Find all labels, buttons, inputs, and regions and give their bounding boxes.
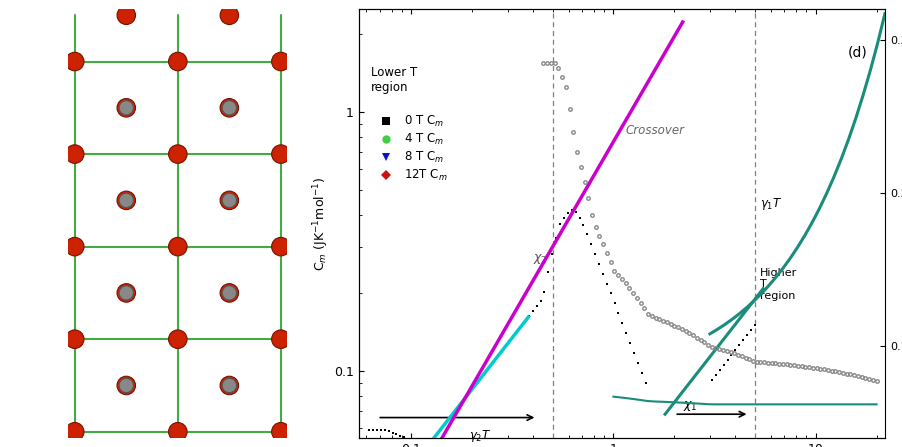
Circle shape [169, 52, 187, 71]
Circle shape [117, 191, 135, 210]
Circle shape [220, 376, 238, 395]
Circle shape [119, 378, 133, 392]
Text: Higher
T
region: Higher T region [759, 268, 796, 301]
Circle shape [272, 52, 290, 71]
Circle shape [220, 6, 238, 25]
Circle shape [220, 191, 238, 210]
Legend: 0 T C$_m$, 4 T C$_m$, 8 T C$_m$, 12T C$_m$: 0 T C$_m$, 4 T C$_m$, 8 T C$_m$, 12T C$_… [370, 109, 452, 188]
Circle shape [169, 422, 187, 441]
Circle shape [222, 286, 236, 300]
Circle shape [272, 145, 290, 163]
Circle shape [272, 422, 290, 441]
Text: $\gamma_2 T$: $\gamma_2 T$ [469, 428, 492, 444]
Circle shape [119, 101, 133, 115]
Y-axis label: C$_m$ (JK$^{-1}$mol$^{-1}$): C$_m$ (JK$^{-1}$mol$^{-1}$) [311, 177, 331, 270]
Circle shape [117, 6, 135, 25]
Circle shape [220, 284, 238, 302]
Circle shape [272, 330, 290, 349]
Text: $\gamma_1 T$: $\gamma_1 T$ [759, 196, 781, 212]
Circle shape [66, 52, 84, 71]
Circle shape [66, 237, 84, 256]
Circle shape [117, 376, 135, 395]
Circle shape [222, 193, 236, 207]
Circle shape [66, 145, 84, 163]
Circle shape [117, 284, 135, 302]
Circle shape [117, 98, 135, 117]
Text: (d): (d) [847, 46, 866, 60]
Circle shape [119, 193, 133, 207]
Circle shape [220, 98, 238, 117]
Circle shape [119, 286, 133, 300]
Circle shape [66, 422, 84, 441]
Text: $\chi_1$: $\chi_1$ [682, 399, 696, 413]
Text: Crossover: Crossover [624, 124, 684, 137]
Circle shape [169, 330, 187, 349]
Circle shape [222, 101, 236, 115]
Circle shape [169, 145, 187, 163]
Circle shape [169, 237, 187, 256]
Circle shape [272, 237, 290, 256]
Circle shape [222, 378, 236, 392]
Text: $\chi_2$: $\chi_2$ [532, 252, 547, 266]
Circle shape [66, 330, 84, 349]
Text: Lower T
region: Lower T region [370, 66, 417, 94]
